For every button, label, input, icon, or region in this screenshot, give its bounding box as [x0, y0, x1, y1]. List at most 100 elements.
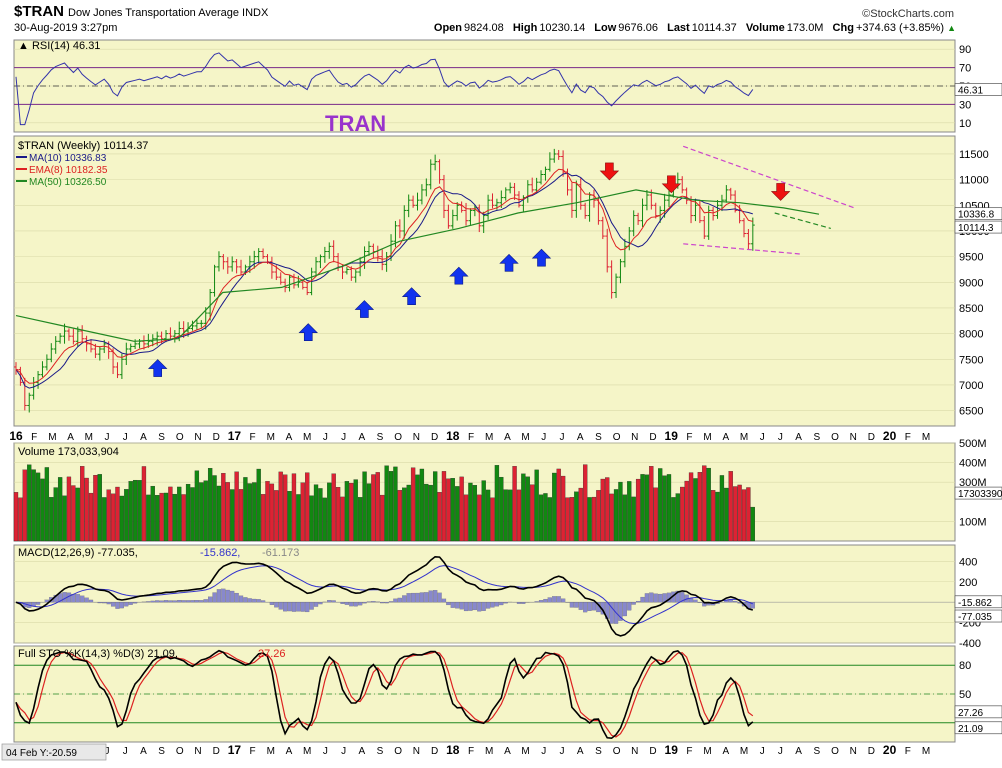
volume-bar — [613, 489, 619, 542]
macd-histogram-bar — [410, 592, 416, 603]
y-tick-label: 11000 — [959, 175, 989, 187]
macd-histogram-bar — [318, 602, 323, 605]
y-tick-label: 7500 — [959, 354, 983, 366]
volume-bar — [260, 494, 266, 542]
volume-bar — [238, 489, 244, 542]
x-tick-label: O — [176, 746, 184, 757]
volume-bar — [565, 497, 570, 542]
sto-k-last-value: 21.09 — [958, 724, 983, 735]
macd-histogram-bar — [494, 602, 500, 607]
macd-histogram-bar — [260, 600, 266, 603]
macd-histogram-bar — [300, 602, 305, 612]
volume-bar — [424, 483, 429, 542]
volume-bar — [234, 471, 239, 542]
macd-histogram-bar — [247, 598, 252, 603]
x-tick-label: J — [123, 432, 128, 443]
y-tick-label: 30 — [959, 99, 971, 111]
macd-histogram-bar — [283, 602, 288, 612]
volume-bar — [62, 495, 67, 542]
x-tick-label: O — [176, 432, 184, 443]
volume-bar — [415, 474, 420, 542]
x-tick-label: M — [485, 432, 493, 443]
macd-histogram-bar — [84, 597, 89, 603]
macd-histogram-bar — [199, 600, 204, 603]
volume-bar — [649, 466, 654, 542]
x-tick-label: J — [560, 432, 565, 443]
y-tick-label: 70 — [959, 63, 971, 75]
x-tick-label: A — [286, 746, 293, 757]
volume-bar — [455, 486, 460, 542]
x-tick-label: M — [85, 432, 93, 443]
macd-histogram-bar — [622, 602, 627, 617]
macd-last-value-box — [954, 609, 1002, 623]
volume-bar — [150, 485, 155, 542]
open-value: 9824.08 — [464, 22, 504, 34]
symbol: $TRAN — [14, 3, 65, 20]
volume-bar — [441, 471, 447, 542]
x-tick-label: D — [649, 432, 656, 443]
macd-histogram-bar — [688, 598, 694, 603]
macd-histogram-bar — [547, 597, 552, 603]
y-tick-label: 100M — [959, 516, 987, 528]
macd-histogram-bar — [150, 600, 155, 603]
volume-bar — [322, 497, 327, 542]
macd-histogram-bar — [168, 600, 173, 603]
volume-bar — [88, 492, 94, 542]
x-tick-label: 17 — [228, 743, 242, 757]
volume-bar — [728, 471, 733, 542]
macd-histogram-bar — [428, 590, 433, 603]
volume-bar — [344, 481, 350, 542]
x-tick-label: M — [703, 746, 711, 757]
y-tick-label: 200 — [959, 577, 977, 589]
macd-histogram-bar — [216, 589, 222, 603]
volume-bar — [578, 487, 583, 542]
macd-histogram-bar — [433, 590, 438, 603]
macd-histogram-bar — [80, 595, 85, 603]
volume-bar — [97, 474, 102, 542]
volume-bar — [702, 465, 707, 542]
volume-bar — [653, 487, 658, 542]
volume-bar — [516, 489, 522, 542]
macd-histogram-bar — [578, 602, 583, 610]
macd-histogram-bar — [455, 602, 460, 609]
macd-histogram-bar — [552, 596, 557, 603]
macd-histogram-bar — [190, 600, 195, 603]
macd-histogram-bar — [516, 602, 522, 604]
volume-bar — [618, 481, 623, 542]
sto-d-line — [15, 651, 754, 738]
macd-histogram-bar — [278, 602, 283, 610]
macd-title-signal: -15.862, — [200, 547, 240, 559]
volume-bar — [737, 484, 742, 542]
macd-signal-last-value: -15.862 — [958, 598, 992, 609]
volume-bar — [662, 475, 667, 542]
volume-bar — [300, 482, 305, 542]
macd-signal-last-value-box — [954, 595, 1002, 609]
brand-link[interactable]: ©StockCharts.com — [862, 8, 954, 20]
x-tick-label: N — [631, 432, 638, 443]
volume-bar — [203, 480, 208, 542]
symbol-name: Dow Jones Transportation Average — [68, 7, 240, 19]
macd-title-hist: -61.173 — [262, 547, 299, 559]
macd-histogram-bar — [499, 602, 504, 606]
x-tick-label: S — [595, 746, 602, 757]
macd-histogram-bar — [618, 602, 623, 621]
volume-bar — [119, 495, 125, 542]
x-tick-label: J — [760, 432, 765, 443]
volume-bar — [388, 471, 394, 542]
x-tick-label: J — [778, 432, 783, 443]
macd-histogram-bar — [636, 600, 641, 603]
x-tick-label: F — [468, 746, 474, 757]
x-tick-label: M — [922, 746, 930, 757]
macd-histogram-bar — [371, 601, 376, 603]
macd-histogram-bar — [159, 600, 164, 603]
y-tick-label: 500M — [959, 438, 987, 450]
x-tick-label: O — [831, 432, 839, 443]
macd-histogram-bar — [653, 593, 658, 603]
volume-bar — [552, 472, 557, 542]
macd-histogram-bar — [194, 600, 199, 603]
x-tick-label: M — [521, 746, 529, 757]
rsi-title: ▲ RSI(14) 46.31 — [18, 40, 100, 52]
volume-bar — [124, 489, 129, 542]
price-last-value: 10114.3 — [958, 223, 994, 234]
